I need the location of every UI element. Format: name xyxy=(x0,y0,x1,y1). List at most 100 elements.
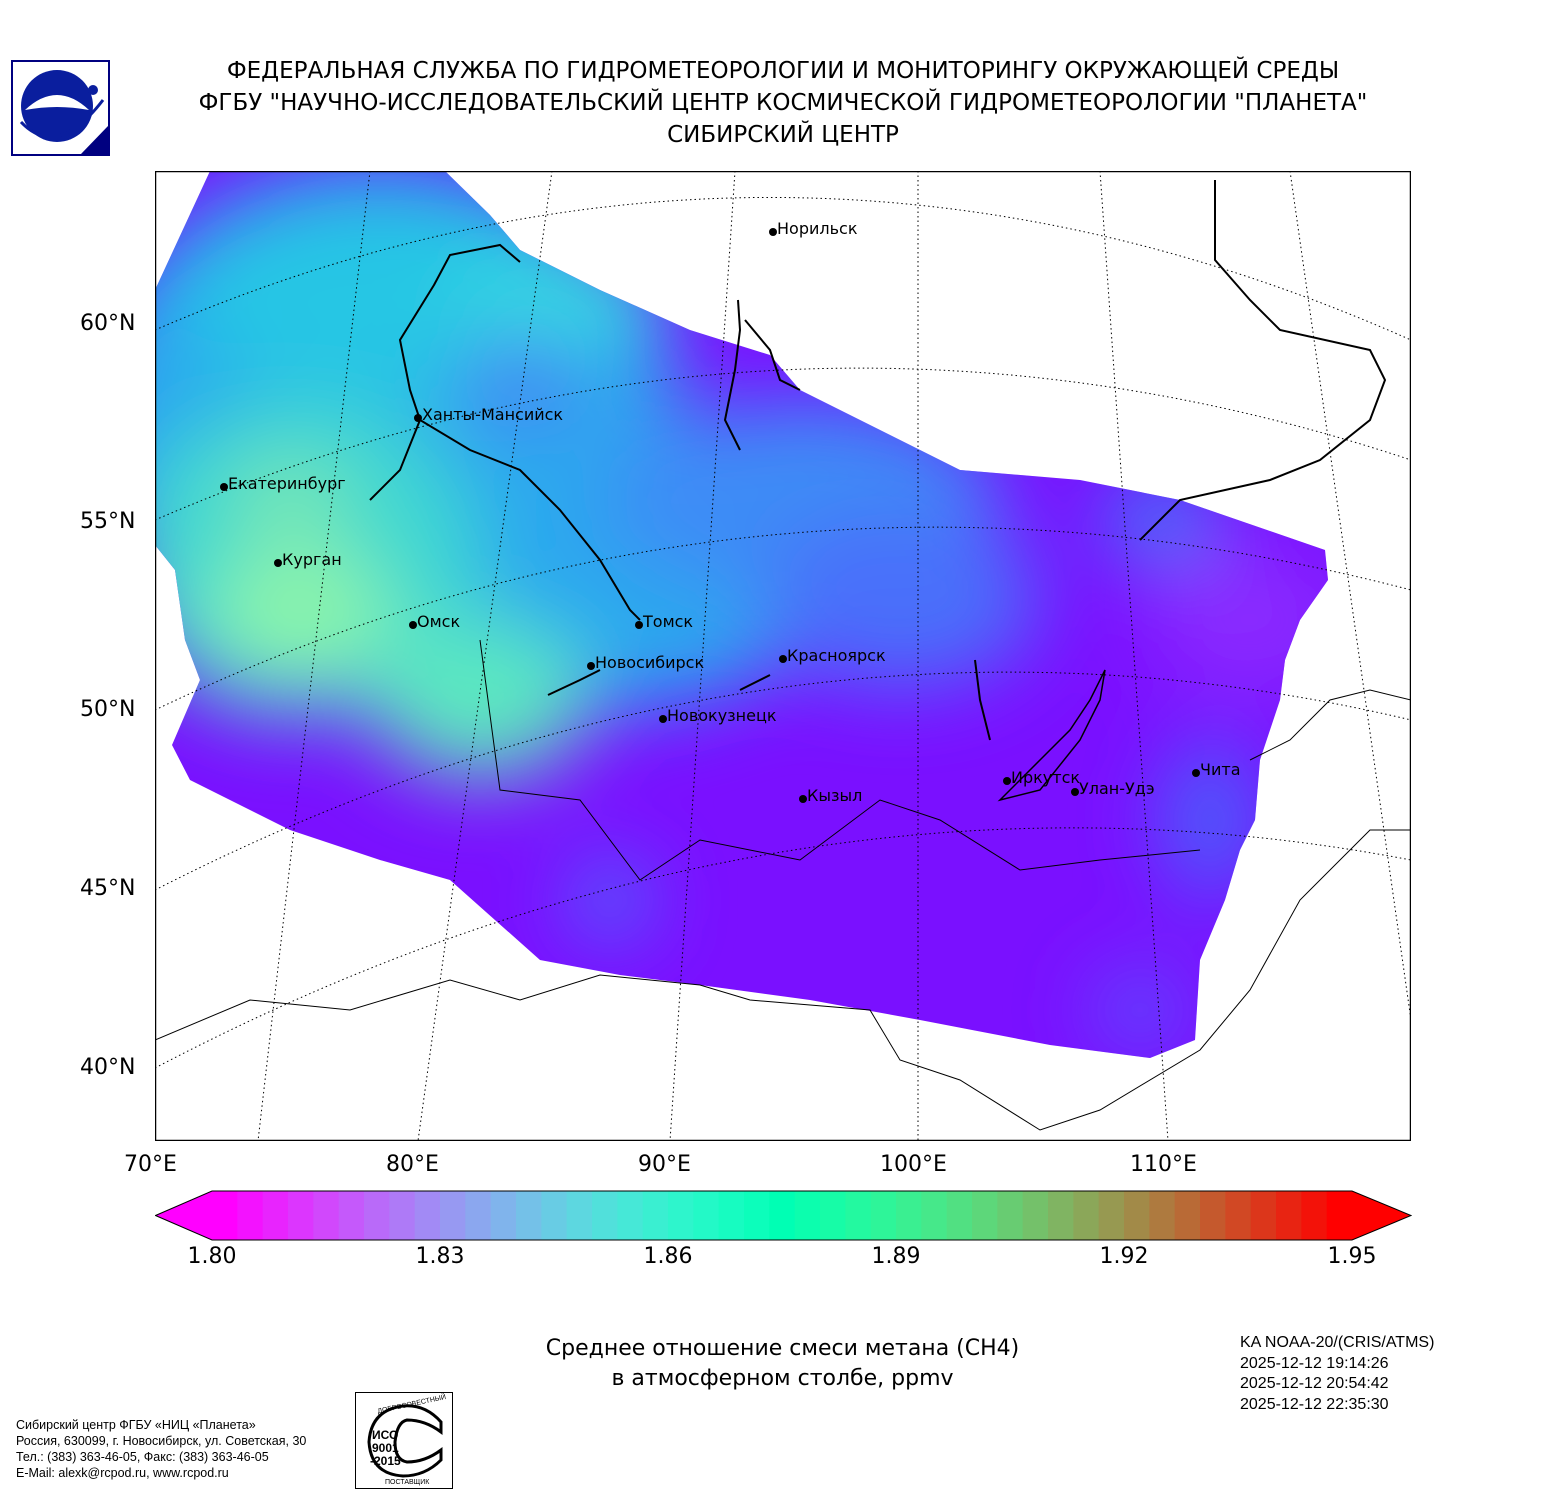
city-label: Томск xyxy=(643,612,694,631)
colorbar-segment xyxy=(490,1191,517,1240)
colorbar-segment xyxy=(896,1191,922,1240)
header-line-2: ФГБУ "НАУЧНО-ИССЛЕДОВАТЕЛЬСКИЙ ЦЕНТР КОС… xyxy=(198,90,1368,116)
pass-time: 2025-12-12 22:35:30 xyxy=(1240,1395,1389,1413)
pass-time: 2025-12-12 19:14:26 xyxy=(1240,1354,1389,1372)
colorbar-segment xyxy=(617,1191,644,1240)
colorbar-segment xyxy=(820,1191,846,1240)
iso-badge: ИСО 9001 -2015 ДОБРОСОВЕСТНЫЙ ПОСТАВЩИК xyxy=(355,1392,453,1489)
city-label: Новосибирск xyxy=(595,653,705,672)
lon-label: 100°E xyxy=(880,1152,947,1177)
colorbar-segment xyxy=(1225,1191,1252,1240)
lon-label: 70°E xyxy=(124,1152,177,1177)
colorbar-tick: 1.92 xyxy=(1099,1244,1149,1269)
caption-line-2: в атмосферном столбе, ppmv xyxy=(611,1366,954,1391)
colorbar-segment xyxy=(1149,1191,1176,1240)
colorbar-segment xyxy=(541,1191,568,1240)
colorbar-segment xyxy=(313,1191,340,1240)
colorbar-segment xyxy=(364,1191,390,1240)
colorbar-tick: 1.80 xyxy=(187,1244,237,1269)
city-krasnoyarsk: Красноярск xyxy=(779,646,886,665)
planeta-logo xyxy=(11,60,110,156)
colorbar-segment xyxy=(592,1191,618,1240)
lon-label: 90°E xyxy=(638,1152,691,1177)
city-yekaterinburg: Екатеринбург xyxy=(220,474,346,493)
city-label: Улан-Удэ xyxy=(1079,779,1155,798)
colorbar-segment xyxy=(1200,1191,1226,1240)
colorbar-segment xyxy=(668,1191,694,1240)
colorbar-segment xyxy=(997,1191,1024,1240)
contact-info: Сибирский центр ФГБУ «НИЦ «Планета» Росс… xyxy=(16,1417,306,1481)
city-novosibirsk: Новосибирск xyxy=(586,653,705,672)
colorbar-segment xyxy=(1124,1191,1150,1240)
colorbar-tick: 1.86 xyxy=(643,1244,693,1269)
colorbar-segment xyxy=(744,1191,770,1240)
colorbar-segment xyxy=(1174,1191,1201,1240)
colorbar-segment xyxy=(440,1191,466,1240)
rivers-coastlines xyxy=(155,180,1411,1131)
city-norilsk: Норильск xyxy=(769,219,858,238)
colorbar-tick: 1.83 xyxy=(415,1244,465,1269)
svg-text:ИСО: ИСО xyxy=(372,1428,398,1442)
colorbar-segment xyxy=(642,1191,669,1240)
city-label: Ханты-Мансийск xyxy=(422,405,564,424)
city-label: Курган xyxy=(282,550,342,569)
colorbar-segment xyxy=(566,1191,593,1240)
map-caption: Среднее отношение смеси метана (CH4) в а… xyxy=(480,1334,1085,1394)
caption-line-1: Среднее отношение смеси метана (CH4) xyxy=(545,1336,1020,1361)
colorbar-outline xyxy=(155,1190,1412,1241)
city-label: Норильск xyxy=(777,219,858,238)
colorbar-segment xyxy=(1276,1191,1302,1240)
colorbar-segment xyxy=(212,1191,238,1240)
lat-label: 55°N xyxy=(80,509,136,534)
pass-time: 2025-12-12 20:54:42 xyxy=(1240,1375,1389,1392)
colorbar-segment xyxy=(1301,1191,1328,1240)
city-label: Екатеринбург xyxy=(228,474,346,493)
lat-label: 60°N xyxy=(80,311,136,336)
city-label: Красноярск xyxy=(787,646,886,665)
header-line-1: ФЕДЕРАЛЬНАЯ СЛУЖБА ПО ГИДРОМЕТЕОРОЛОГИИ … xyxy=(226,58,1340,84)
colorbar-segment xyxy=(237,1191,264,1240)
city-irkutsk: Иркутск xyxy=(1002,768,1081,787)
city-kyzyl: Кызыл xyxy=(798,786,862,805)
city-label: Иркутск xyxy=(1011,768,1081,787)
colorbar-segment xyxy=(921,1191,948,1240)
graticule xyxy=(155,171,1411,1141)
colorbar-segment xyxy=(1098,1191,1125,1240)
lat-label: 50°N xyxy=(80,697,136,722)
city-label: Новокузнецк xyxy=(667,706,777,725)
colorbar-segment xyxy=(1073,1191,1100,1240)
city-khanty-mansiysk: Ханты-Мансийск xyxy=(413,405,564,424)
colorbar-segment xyxy=(1048,1191,1074,1240)
colorbar-segment xyxy=(516,1191,542,1240)
city-ulan-ude: Улан-Удэ xyxy=(1071,779,1155,798)
colorbar-tick: 1.95 xyxy=(1327,1244,1377,1269)
colorbar-segment xyxy=(262,1191,289,1240)
colorbar-segment xyxy=(769,1191,796,1240)
colorbar-extend-arrow xyxy=(155,1191,212,1240)
city-tomsk: Томск xyxy=(634,612,694,631)
colorbar-segment xyxy=(870,1191,897,1240)
lat-label: 40°N xyxy=(80,1055,136,1080)
colorbar-extend-arrow xyxy=(1352,1191,1411,1240)
methane-map xyxy=(155,171,1411,1141)
contact-line: Тел.: (383) 363-46-05, Факс: (383) 363-4… xyxy=(16,1450,269,1464)
svg-text:9001: 9001 xyxy=(372,1441,399,1455)
colorbar-tick: 1.89 xyxy=(871,1244,921,1269)
colorbar-segment xyxy=(845,1191,872,1240)
colorbar-segment xyxy=(1250,1191,1277,1240)
colorbar-segment xyxy=(693,1191,720,1240)
colorbar-segment xyxy=(465,1191,492,1240)
svg-text:ПОСТАВЩИК: ПОСТАВЩИК xyxy=(385,1479,430,1486)
colorbar-segment xyxy=(1326,1191,1353,1240)
colorbar-segment xyxy=(288,1191,314,1240)
city-label: Омск xyxy=(417,612,461,631)
city-chita: Чита xyxy=(1192,760,1241,779)
city-novokuznetsk: Новокузнецк xyxy=(659,706,777,725)
city-label: Чита xyxy=(1200,760,1241,779)
colorbar-segment xyxy=(389,1191,416,1240)
colorbar-segment xyxy=(338,1191,365,1240)
satellite-name: KA NOAA-20/(CRIS/ATMS) xyxy=(1240,1334,1435,1351)
city-omsk: Омск xyxy=(408,612,461,631)
contact-line: Сибирский центр ФГБУ «НИЦ «Планета» xyxy=(16,1418,256,1432)
